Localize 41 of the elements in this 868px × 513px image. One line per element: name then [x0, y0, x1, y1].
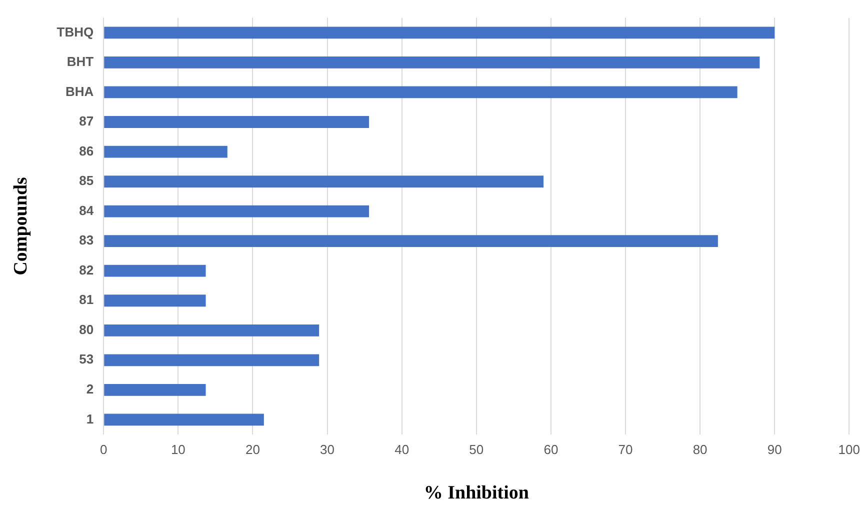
- x-tick-label: 60: [544, 442, 558, 457]
- y-tick-label: 1: [86, 411, 94, 426]
- x-tick-label: 10: [170, 442, 186, 457]
- x-tick-label: 50: [469, 442, 484, 457]
- x-tick-label: 70: [618, 442, 633, 457]
- x-tick-label: 80: [692, 442, 708, 457]
- bar: [104, 146, 228, 158]
- bar: [104, 324, 320, 336]
- x-tick-label: 90: [767, 442, 782, 457]
- bar: [104, 56, 760, 68]
- y-tick-label: 53: [79, 352, 94, 367]
- y-axis-title: Compounds: [10, 177, 32, 276]
- bar: [104, 86, 738, 98]
- bar: [104, 264, 206, 277]
- y-tick-label: 84: [79, 202, 94, 218]
- bar: [104, 384, 206, 396]
- y-tick-label: 86: [79, 143, 94, 158]
- bar: [104, 176, 544, 188]
- y-tick-label: 82: [79, 262, 94, 278]
- y-tick-label: TBHQ: [56, 24, 94, 40]
- y-tick-label: 2: [86, 382, 94, 397]
- bar: [104, 294, 206, 307]
- x-tick-label: 30: [320, 442, 335, 457]
- bar: [104, 414, 264, 426]
- x-tick-label: 20: [246, 442, 260, 457]
- y-tick-label: 87: [79, 114, 94, 129]
- y-tick-label: 83: [79, 232, 94, 248]
- x-tick-label: 100: [838, 442, 860, 457]
- x-axis-title: % Inhibition: [424, 482, 530, 504]
- y-tick-label: BHT: [66, 54, 94, 70]
- y-tick-label: 80: [79, 322, 94, 337]
- bar: [104, 235, 718, 248]
- y-tick-label: BHA: [65, 84, 94, 99]
- bar: [104, 26, 775, 39]
- bar: [104, 116, 370, 128]
- x-tick-label: 0: [100, 442, 108, 457]
- bar: [104, 354, 320, 366]
- y-tick-label: 85: [79, 173, 94, 188]
- y-tick-label: 81: [79, 292, 94, 308]
- bar: [104, 205, 370, 218]
- x-tick-label: 40: [394, 442, 410, 457]
